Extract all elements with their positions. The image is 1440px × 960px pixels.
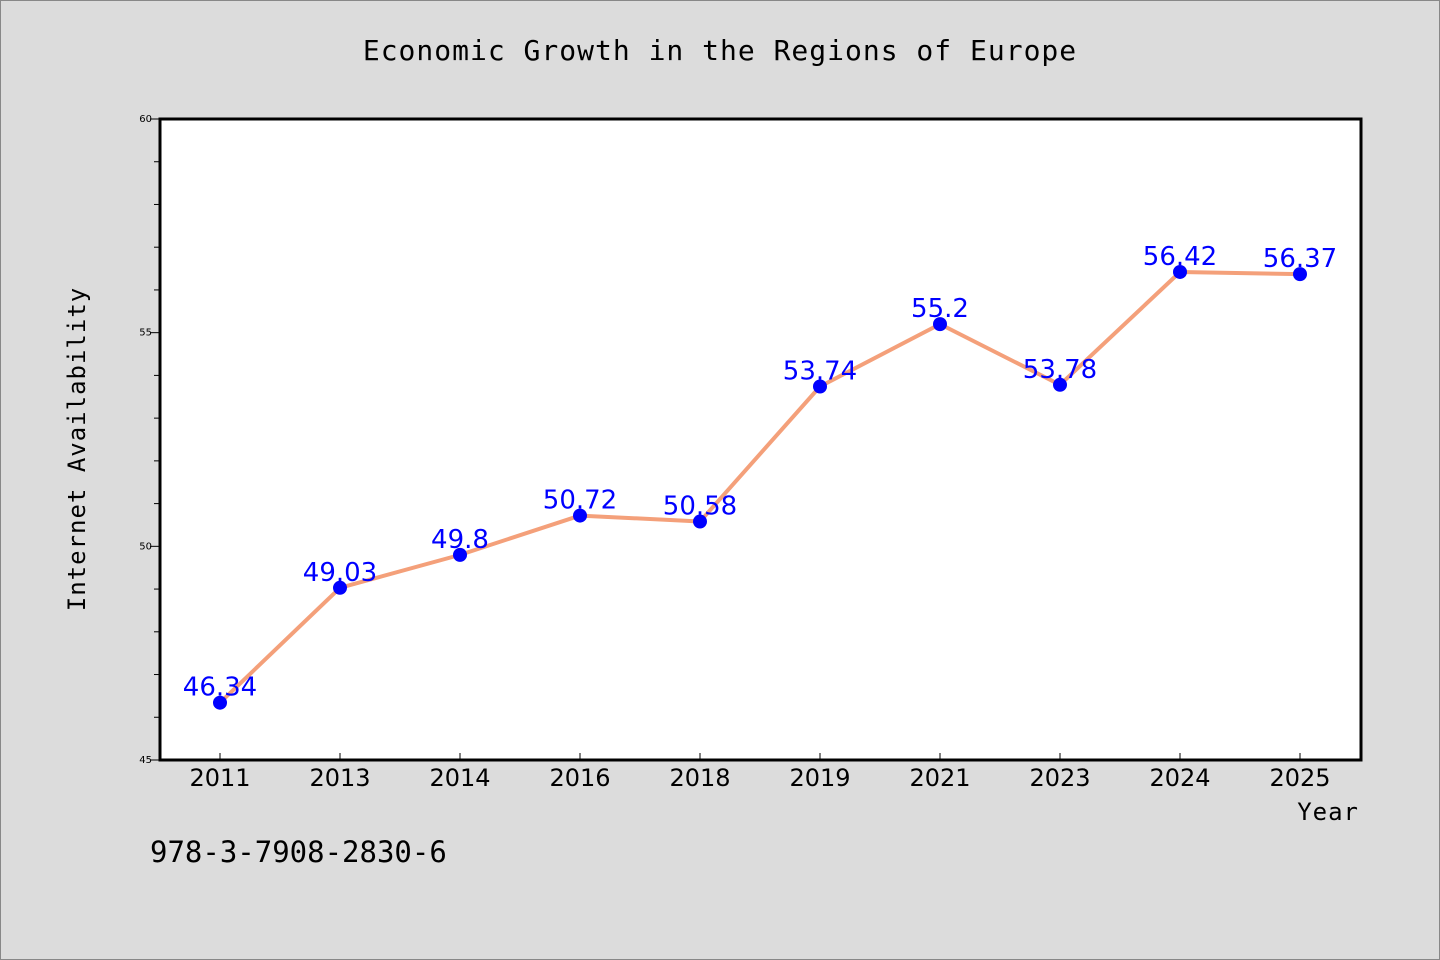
- x-tick-label: 2014: [429, 764, 490, 792]
- chart-title: Economic Growth in the Regions of Europe: [362, 34, 1078, 67]
- data-label: 55.2: [911, 294, 969, 324]
- x-tick-label: 2018: [669, 764, 730, 792]
- y-tick-label: 50: [139, 541, 152, 552]
- data-point: [1053, 377, 1067, 392]
- data-point: [453, 547, 467, 562]
- x-tick-label: 2021: [909, 764, 970, 792]
- data-label: 46.34: [183, 673, 257, 703]
- data-label: 50.58: [663, 492, 737, 522]
- data-point: [573, 508, 587, 523]
- data-label: 49.8: [431, 525, 489, 555]
- data-label: 49.03: [303, 558, 377, 588]
- x-tick-label: 2013: [309, 764, 370, 792]
- y-tick-label: 60: [139, 114, 152, 125]
- series-layer: 46.34 49.03 49.8 50.72 50.58 53.74 55.2 53.78 56…: [183, 242, 1337, 710]
- series-line: [218, 269, 1301, 705]
- data-label: 50.72: [543, 486, 617, 516]
- x-tick-label: 2011: [189, 764, 250, 792]
- data-point: [213, 695, 227, 710]
- y-tick-label: 55: [139, 328, 152, 339]
- x-tick-label: 2024: [1149, 764, 1210, 792]
- data-point: [1173, 264, 1187, 279]
- annotation-text: 978-3-7908-2830-6: [150, 835, 447, 869]
- y-axis: 45 50 55 60: [139, 114, 160, 766]
- plot-area: [158, 117, 1363, 762]
- data-label: 53.78: [1023, 355, 1097, 385]
- data-label: 56.42: [1143, 242, 1217, 272]
- x-tick-label: 2025: [1269, 764, 1330, 792]
- data-point: [813, 379, 827, 394]
- data-point: [933, 317, 947, 332]
- data-label: 56.37: [1263, 244, 1337, 274]
- data-label: 53.74: [783, 357, 857, 387]
- x-tick-label: 2016: [549, 764, 610, 792]
- x-tick-label: 2023: [1029, 764, 1090, 792]
- data-point: [1293, 267, 1307, 282]
- data-point: [333, 580, 347, 595]
- y-axis-title: Internet Availability: [63, 287, 91, 611]
- data-point: [693, 514, 707, 529]
- x-tick-label: 2019: [789, 764, 850, 792]
- x-axis-title: Year: [1297, 798, 1359, 826]
- y-tick-label: 45: [139, 755, 152, 766]
- x-axis: 2011 2013 2014 2016 2018 2019 2021 2023 2024 2025: [189, 753, 1331, 792]
